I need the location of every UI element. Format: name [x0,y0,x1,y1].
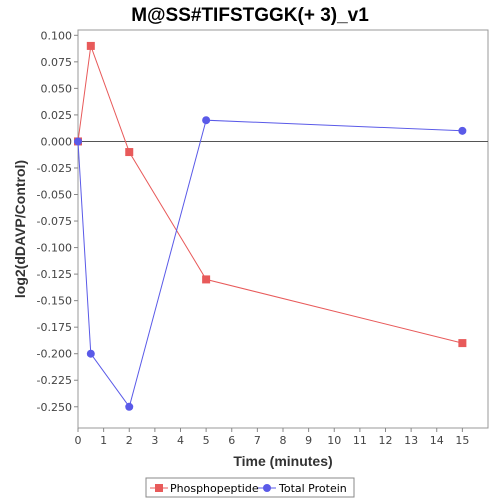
legend-label-total-protein: Total Protein [278,482,347,495]
y-tick-label: 0.000 [41,135,73,148]
x-tick-label: 12 [379,434,393,447]
y-tick-label: -0.250 [37,401,72,414]
y-tick-label: -0.125 [37,268,72,281]
x-tick-label: 11 [353,434,367,447]
data-point-total-protein [86,349,95,358]
x-tick-label: 0 [75,434,82,447]
y-axis-label: log2(dDAVP/Control) [12,160,28,298]
legend-box [145,477,355,498]
y-tick-label: 0.100 [41,29,73,42]
data-point-total-protein [74,137,82,146]
x-tick-label: 1 [100,434,107,447]
y-tick-label: -0.025 [37,162,72,175]
y-tick-label: -0.150 [37,295,72,308]
chart-title: M@SS#TIFSTGGK(+ 3)_v1 [131,5,369,26]
legend: Phosphopeptide Total Protein [145,477,355,498]
x-tick-label: 10 [327,434,341,447]
y-tick-label: -0.050 [37,189,72,202]
x-tick-label: 9 [305,434,312,447]
data-point-phosphopeptide [458,339,467,348]
x-tick-label: 13 [404,434,418,447]
x-tick-label: 5 [203,434,210,447]
legend-label-phosphopeptide: Phosphopeptide [170,482,259,495]
x-tick-label: 3 [151,434,158,447]
x-tick-label: 7 [254,434,261,447]
y-tick-label: -0.175 [37,321,72,334]
data-point-phosphopeptide [86,41,95,50]
legend-marker-phosphopeptide [155,484,163,492]
y-tick-label: -0.100 [37,242,72,255]
y-tick-label: 0.050 [41,82,73,95]
x-axis-label: Time (minutes) [233,453,332,469]
data-point-phosphopeptide [125,148,134,157]
series-layer [74,41,467,411]
x-tick-label: 2 [126,434,133,447]
plot-area [77,29,489,429]
x-axis: 0 1 2 3 4 5 6 7 8 9 10 11 12 13 14 15 [75,428,469,447]
data-point-total-protein [125,402,134,411]
data-point-phosphopeptide [202,275,211,284]
legend-marker-total-protein [263,484,271,492]
y-tick-label: 0.025 [41,109,73,122]
y-axis: 0.100 0.075 0.050 0.025 0.000 -0.025 -0.050 -0.… [37,29,78,414]
data-point-total-protein [458,126,467,135]
x-tick-label: 6 [228,434,235,447]
x-tick-label: 8 [280,434,287,447]
x-tick-label: 14 [430,434,444,447]
x-tick-label: 4 [177,434,184,447]
data-point-total-protein [202,116,211,125]
y-tick-label: -0.075 [37,215,72,228]
x-tick-label: 15 [455,434,469,447]
y-tick-label: 0.075 [41,56,73,69]
y-tick-label: -0.225 [37,374,72,387]
y-tick-label: -0.200 [37,348,72,361]
